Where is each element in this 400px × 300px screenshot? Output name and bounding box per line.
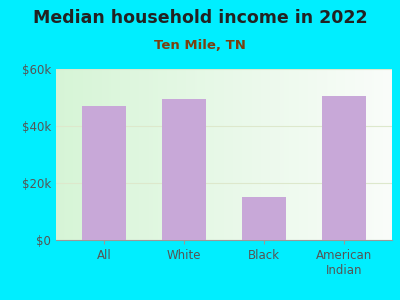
Bar <box>322 96 366 240</box>
Bar <box>242 197 286 240</box>
Bar <box>162 99 206 240</box>
Text: Median household income in 2022: Median household income in 2022 <box>33 9 367 27</box>
Bar <box>82 106 126 240</box>
Text: Ten Mile, TN: Ten Mile, TN <box>154 39 246 52</box>
